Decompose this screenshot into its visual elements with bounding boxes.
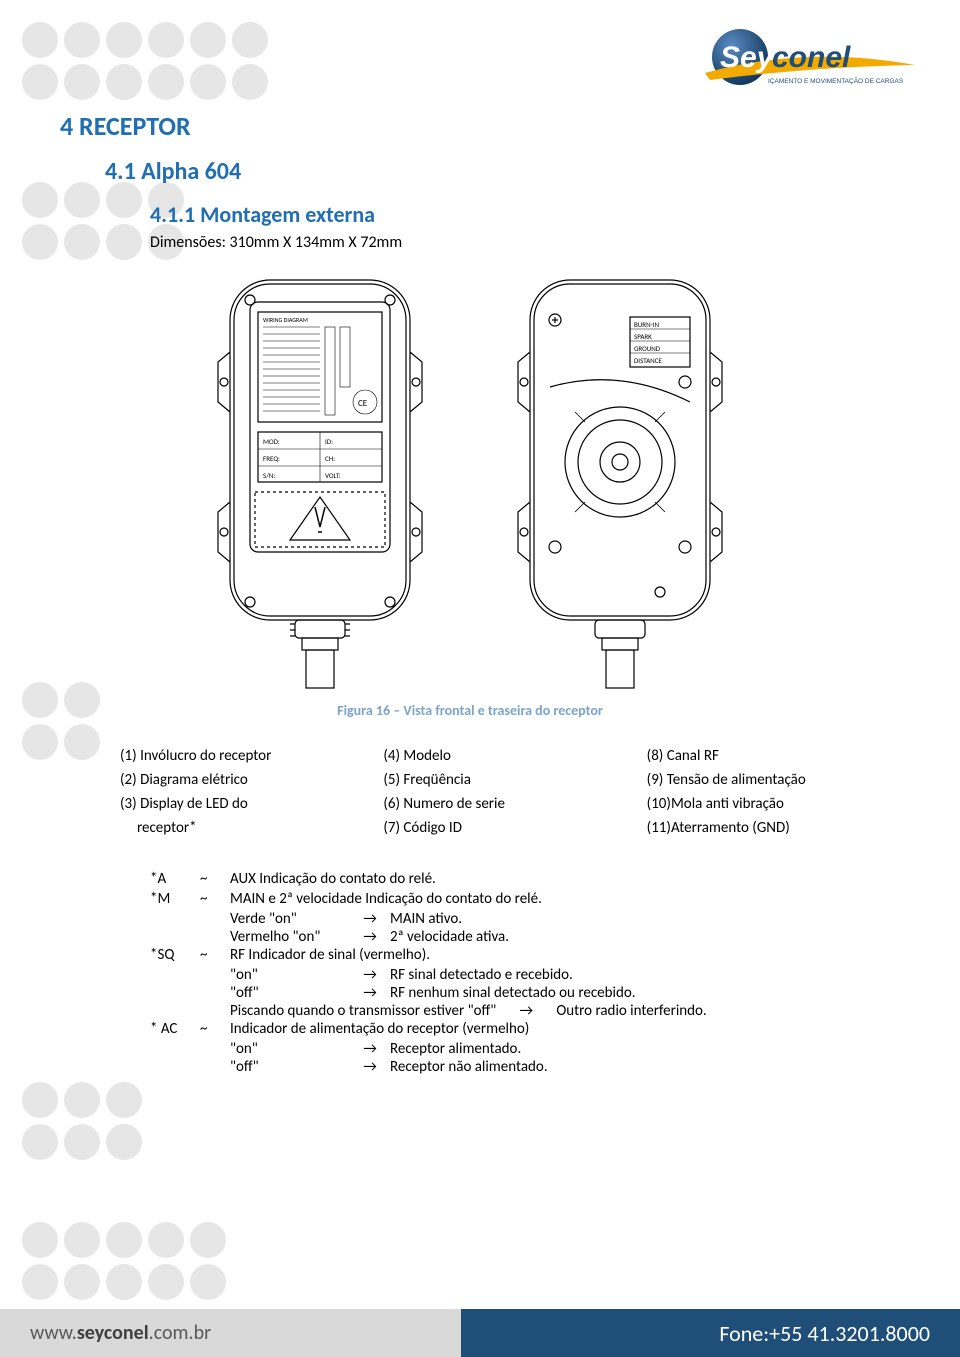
svg-text:MOD:: MOD:: [263, 437, 280, 446]
heading-1: 4 RECEPTOR: [60, 110, 880, 142]
legend-col-1: (1) Invólucro do receptor (2) Diagrama e…: [120, 744, 353, 840]
legend-columns: (1) Invólucro do receptor (2) Diagrama e…: [120, 744, 880, 840]
heading-2: 4.1 Alpha 604: [105, 157, 880, 186]
footer-phone: Fone: +55 41.3201.8000: [461, 1309, 960, 1357]
svg-text:CH:: CH:: [325, 454, 335, 463]
svg-text:VOLT:: VOLT:: [325, 471, 341, 480]
indicator-M: *M ~ MAIN e 2ª velocidade Indicação do c…: [150, 890, 880, 908]
legend-col-3: (8) Canal RF (9) Tensão de alimentação (…: [647, 744, 880, 840]
indicator-AC: * AC ~ Indicador de alimentação do recep…: [150, 1020, 880, 1038]
indicator-SQ-sub-0: "on" → RF sinal detectado e recebido.: [230, 966, 880, 984]
heading-3: 4.1.1 Montagem externa: [150, 201, 880, 228]
page-content: 4 RECEPTOR 4.1 Alpha 604 4.1.1 Montagem …: [0, 0, 960, 1076]
svg-text:S/N:: S/N:: [263, 471, 275, 480]
indicator-AC-sub-0: "on" → Receptor alimentado.: [230, 1040, 880, 1058]
svg-text:BURN-IN: BURN-IN: [634, 320, 660, 329]
receptor-back-view: BURN-IN SPARK GROUND DISTANCE: [500, 272, 740, 692]
indicator-M-sub-1: Vermelho "on" → 2ª velocidade ativa.: [230, 928, 880, 946]
footer-url: www.seyconel.com.br: [0, 1309, 461, 1357]
receptor-front-view: WIRING DIAGRAM CE: [200, 272, 440, 692]
svg-text:DISTANCE: DISTANCE: [634, 356, 662, 365]
indicator-list: *A ~ AUX Indicação do contato do relé. *…: [150, 870, 880, 1076]
svg-text:FREQ:: FREQ:: [263, 454, 280, 463]
dimensions-text: Dimensões: 310mm X 134mm X 72mm: [150, 233, 880, 252]
svg-text:SPARK: SPARK: [634, 332, 652, 341]
indicator-SQ: *SQ ~ RF Indicador de sinal (vermelho).: [150, 946, 880, 964]
page-footer: www.seyconel.com.br Fone: +55 41.3201.80…: [0, 1309, 960, 1357]
svg-text:GROUND: GROUND: [634, 344, 661, 353]
indicator-SQ-sub-1: "off" → RF nenhum sinal detectado ou rec…: [230, 984, 880, 1002]
svg-text:WIRING DIAGRAM: WIRING DIAGRAM: [263, 316, 308, 324]
legend-col-2: (4) Modelo (5) Freqüência (6) Numero de …: [383, 744, 616, 840]
figure-row: WIRING DIAGRAM CE: [60, 272, 880, 692]
indicator-SQ-long: Piscando quando o transmissor estiver "o…: [230, 1002, 880, 1020]
indicator-A: *A ~ AUX Indicação do contato do relé.: [150, 870, 880, 888]
figure-caption: Figura 16 – Vista frontal e traseira do …: [60, 702, 880, 719]
indicator-AC-sub-1: "off" → Receptor não alimentado.: [230, 1058, 880, 1076]
indicator-M-sub-0: Verde "on" → MAIN ativo.: [230, 910, 880, 928]
svg-text:CE: CE: [358, 398, 368, 409]
svg-text:ID:: ID:: [325, 437, 333, 446]
